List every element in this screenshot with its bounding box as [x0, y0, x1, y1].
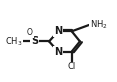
- Text: N: N: [54, 46, 62, 56]
- Text: $\mathregular{CH_3}$: $\mathregular{CH_3}$: [5, 35, 23, 48]
- Text: N: N: [54, 26, 62, 36]
- Text: Cl: Cl: [68, 62, 76, 71]
- Text: O: O: [27, 28, 33, 37]
- Text: S: S: [31, 36, 38, 46]
- Text: $\mathregular{NH_2}$: $\mathregular{NH_2}$: [90, 19, 108, 31]
